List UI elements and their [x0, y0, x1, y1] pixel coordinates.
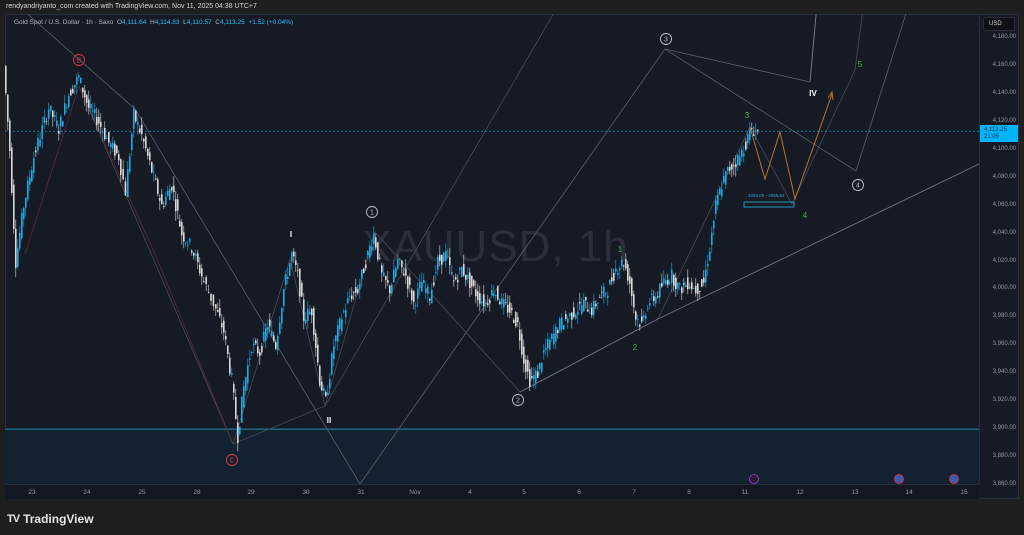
svg-text:B: B — [77, 58, 82, 65]
time-tick: 8 — [687, 489, 691, 496]
price-axis[interactable]: 4,180.00 4,160.00 4,140.00 4,120.00 4,100.00… — [979, 14, 1019, 488]
time-tick: 12 — [796, 489, 804, 496]
svg-text:2: 2 — [633, 343, 638, 352]
support-zone — [5, 428, 979, 484]
tradingview-mark-icon: TV — [7, 513, 20, 525]
bar-countdown: 21:05 — [984, 134, 1000, 140]
price-tick: 4,040.00 — [992, 229, 1016, 236]
svg-text:II: II — [327, 416, 331, 425]
open-label: O — [116, 19, 123, 26]
price-tick: 4,060.00 — [992, 201, 1016, 208]
elliott-wave-drawings[interactable]: 4063.08 - 4056.62 — [5, 14, 979, 484]
tradingview-logo[interactable]: TV TradingView — [7, 512, 94, 526]
svg-text:3: 3 — [745, 111, 750, 120]
time-tick: Nov — [409, 489, 421, 496]
price-tick: 4,080.00 — [992, 173, 1016, 180]
price-tick: 3,920.00 — [992, 397, 1016, 404]
change-value: +1.52 (+0.04%) — [248, 19, 294, 26]
price-tick: 3,980.00 — [992, 313, 1016, 320]
last-price-tag: 4,113.25 21:05 — [980, 125, 1018, 142]
last-price: 4,113.25 — [984, 127, 1007, 133]
price-tick: 4,120.00 — [992, 117, 1016, 124]
price-tick: 4,000.00 — [992, 285, 1016, 292]
price-tick: 4,100.00 — [992, 145, 1016, 152]
low-value: 4,110.57 — [186, 19, 212, 26]
currency-button[interactable]: USD — [983, 17, 1015, 31]
price-tick: 3,960.00 — [992, 341, 1016, 348]
close-value: 4,113.25 — [219, 19, 245, 26]
svg-text:2: 2 — [516, 398, 520, 405]
svg-text:IV: IV — [809, 89, 817, 98]
price-tick: 3,860.00 — [992, 481, 1016, 488]
time-tick: 11 — [741, 489, 749, 496]
time-tick: 23 — [28, 489, 36, 496]
time-tick: 31 — [357, 489, 365, 496]
time-tick: 5 — [522, 489, 526, 496]
attribution-text: rendyandriyanto_com created with Trading… — [6, 3, 257, 10]
price-tick: 4,140.00 — [992, 89, 1016, 96]
svg-text:1: 1 — [618, 245, 623, 254]
price-tick: 4,160.00 — [992, 61, 1016, 68]
chart-frame — [5, 14, 1019, 499]
price-tick: 3,880.00 — [992, 453, 1016, 460]
svg-text:1: 1 — [370, 210, 374, 217]
symbol-name[interactable]: Gold Spot / U.S. Dollar · 1h · Saxo — [14, 19, 114, 26]
close-label: C — [215, 19, 220, 26]
open-value: 4,111.64 — [122, 19, 147, 26]
time-tick: 4 — [468, 489, 472, 496]
time-tick: 24 — [83, 489, 91, 496]
time-tick: 14 — [905, 489, 913, 496]
svg-text:4: 4 — [803, 211, 808, 220]
svg-text:4: 4 — [856, 183, 860, 190]
time-tick: 13 — [851, 489, 859, 496]
svg-text:I: I — [290, 230, 292, 239]
svg-text:3: 3 — [664, 37, 668, 44]
candlestick-series — [5, 64, 759, 452]
tradingview-brand: TradingView — [23, 512, 94, 526]
price-tick: 3,900.00 — [992, 425, 1016, 432]
high-value: 4,114.83 — [154, 19, 180, 26]
svg-text:C: C — [229, 458, 234, 465]
svg-text:4063.08 - 4056.62: 4063.08 - 4056.62 — [748, 193, 785, 198]
time-tick: 7 — [632, 489, 636, 496]
svg-text:5: 5 — [858, 60, 863, 69]
time-tick: 15 — [960, 489, 968, 496]
time-tick: 30 — [302, 489, 310, 496]
symbol-legend: Gold Spot / U.S. Dollar · 1h · Saxo O4,1… — [14, 19, 293, 26]
price-tick: 4,180.00 — [992, 34, 1016, 40]
time-tick: 6 — [577, 489, 581, 496]
symbol-watermark: XAUUSD, 1h — [362, 222, 629, 271]
time-tick: 29 — [247, 489, 255, 496]
price-tick: 3,940.00 — [992, 369, 1016, 376]
time-tick: 28 — [193, 489, 201, 496]
price-tick: 4,020.00 — [992, 257, 1016, 264]
low-label: L — [183, 19, 187, 26]
time-tick: 25 — [138, 489, 146, 496]
high-label: H — [150, 19, 155, 26]
time-axis[interactable]: 23 24 25 28 29 30 31 Nov 4 5 6 7 8 11 12 13 14 15 — [5, 484, 979, 499]
